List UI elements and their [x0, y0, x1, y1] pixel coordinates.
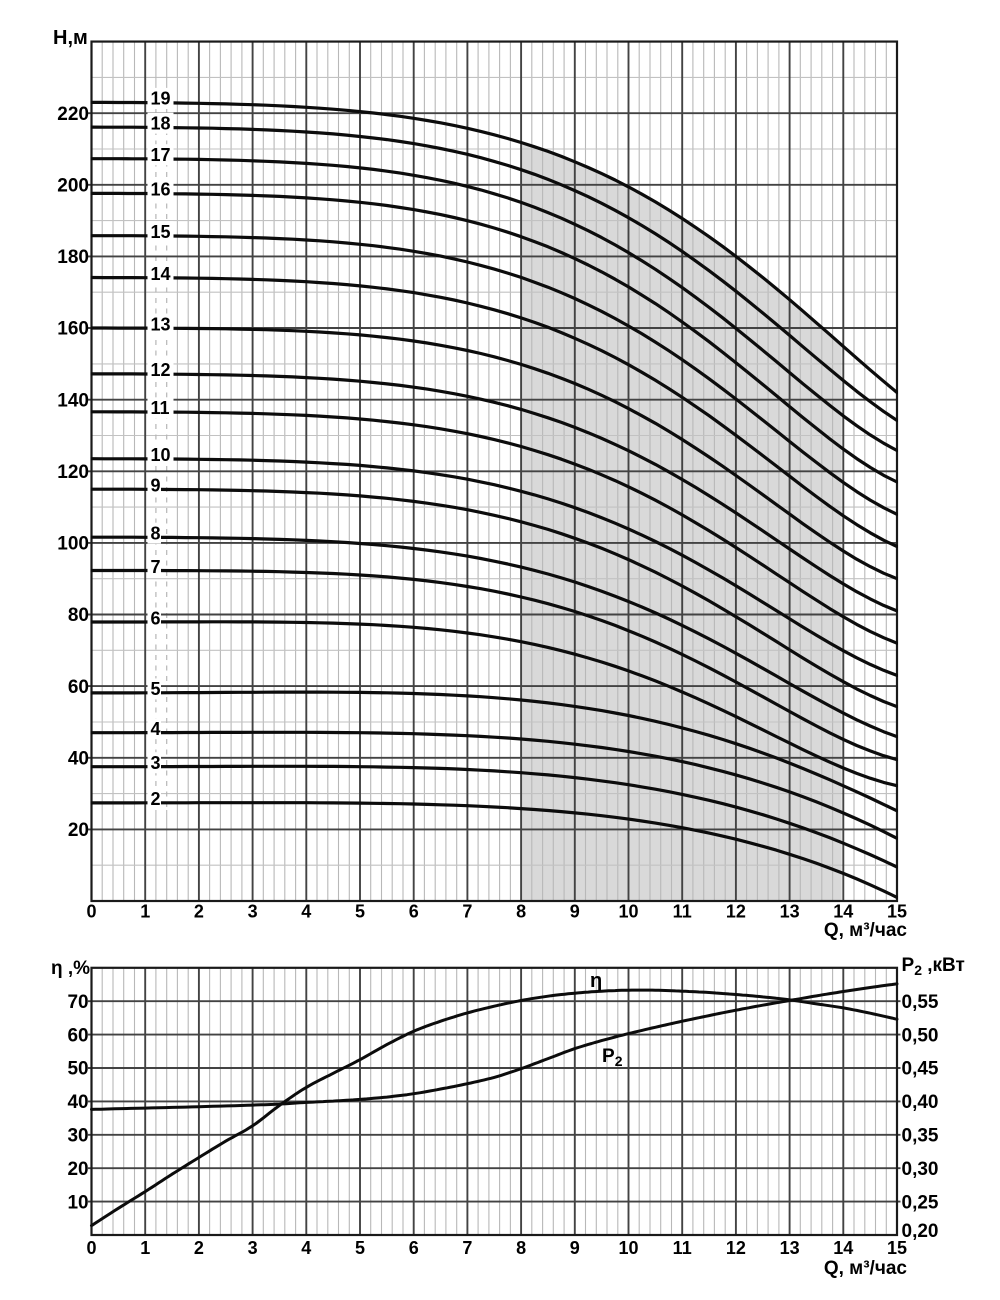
svg-text:10: 10 [67, 1192, 88, 1213]
svg-text:13: 13 [151, 314, 171, 334]
svg-text:0,35: 0,35 [902, 1126, 939, 1147]
svg-text:2: 2 [194, 1238, 204, 1258]
svg-text:η: η [590, 970, 602, 992]
svg-text:200: 200 [57, 176, 89, 197]
svg-text:5: 5 [151, 679, 161, 699]
svg-text:0,20: 0,20 [902, 1221, 939, 1242]
svg-text:13: 13 [780, 902, 800, 922]
svg-text:100: 100 [57, 534, 89, 555]
svg-text:15: 15 [151, 222, 171, 242]
svg-text:120: 120 [57, 462, 89, 483]
svg-text:9: 9 [570, 1238, 580, 1258]
svg-text:13: 13 [780, 1238, 800, 1258]
svg-text:4: 4 [301, 902, 311, 922]
svg-text:0: 0 [86, 1238, 96, 1258]
svg-text:17: 17 [151, 145, 171, 165]
svg-text:Q, м³/час: Q, м³/час [824, 1258, 908, 1279]
svg-text:20: 20 [68, 820, 89, 841]
svg-text:6: 6 [409, 902, 419, 922]
svg-text:18: 18 [151, 113, 171, 133]
svg-text:80: 80 [68, 605, 89, 626]
svg-text:40: 40 [67, 1092, 88, 1113]
svg-text:4: 4 [301, 1238, 311, 1258]
svg-text:0,25: 0,25 [902, 1192, 939, 1213]
svg-text:10: 10 [151, 445, 171, 465]
svg-text:0,30: 0,30 [902, 1159, 939, 1180]
svg-text:220: 220 [57, 104, 89, 125]
svg-text:5: 5 [355, 902, 365, 922]
svg-text:7: 7 [151, 557, 161, 577]
svg-text:9: 9 [570, 902, 580, 922]
svg-text:9: 9 [151, 476, 161, 496]
svg-text:11: 11 [673, 1238, 692, 1258]
svg-text:3: 3 [248, 1238, 258, 1258]
svg-text:Q, м³/час: Q, м³/час [824, 920, 908, 941]
svg-text:8: 8 [151, 524, 161, 544]
svg-text:7: 7 [462, 902, 472, 922]
svg-text:10: 10 [618, 1238, 638, 1258]
svg-text:1: 1 [140, 902, 150, 922]
svg-text:140: 140 [57, 390, 89, 411]
svg-text:P2 ,кВт: P2 ,кВт [902, 955, 965, 978]
svg-text:6: 6 [409, 1238, 419, 1258]
svg-text:0,55: 0,55 [902, 992, 939, 1013]
svg-text:0,50: 0,50 [902, 1025, 939, 1046]
svg-text:0: 0 [86, 902, 96, 922]
svg-text:2: 2 [151, 789, 161, 809]
svg-text:10: 10 [618, 902, 638, 922]
svg-text:0,45: 0,45 [902, 1059, 939, 1080]
svg-text:14: 14 [833, 1238, 853, 1258]
svg-text:14: 14 [833, 902, 853, 922]
svg-text:4: 4 [151, 719, 161, 739]
svg-text:3: 3 [248, 902, 258, 922]
svg-text:12: 12 [151, 360, 171, 380]
svg-text:15: 15 [887, 1238, 907, 1258]
svg-text:12: 12 [726, 1238, 746, 1258]
svg-text:60: 60 [68, 677, 89, 698]
svg-text:Н,м: Н,м [53, 27, 88, 49]
svg-text:11: 11 [151, 398, 170, 418]
svg-text:40: 40 [68, 749, 89, 770]
svg-text:16: 16 [151, 180, 171, 200]
svg-text:0,40: 0,40 [902, 1092, 939, 1113]
svg-text:20: 20 [67, 1159, 88, 1180]
svg-text:3: 3 [151, 753, 161, 773]
svg-text:2: 2 [194, 902, 204, 922]
svg-text:6: 6 [151, 608, 161, 628]
svg-text:14: 14 [151, 264, 171, 284]
svg-text:50: 50 [67, 1059, 88, 1080]
svg-text:15: 15 [887, 902, 907, 922]
svg-text:5: 5 [355, 1238, 365, 1258]
svg-text:12: 12 [726, 902, 746, 922]
svg-text:7: 7 [462, 1238, 472, 1258]
svg-text:60: 60 [67, 1025, 88, 1046]
svg-text:1: 1 [140, 1238, 150, 1258]
svg-text:70: 70 [67, 992, 88, 1013]
svg-text:11: 11 [673, 902, 692, 922]
svg-text:η ,%: η ,% [51, 958, 90, 979]
svg-text:8: 8 [516, 1238, 526, 1258]
svg-text:180: 180 [57, 247, 89, 268]
svg-text:8: 8 [516, 902, 526, 922]
svg-text:19: 19 [151, 89, 171, 109]
svg-text:30: 30 [67, 1126, 88, 1147]
svg-text:160: 160 [57, 319, 89, 340]
